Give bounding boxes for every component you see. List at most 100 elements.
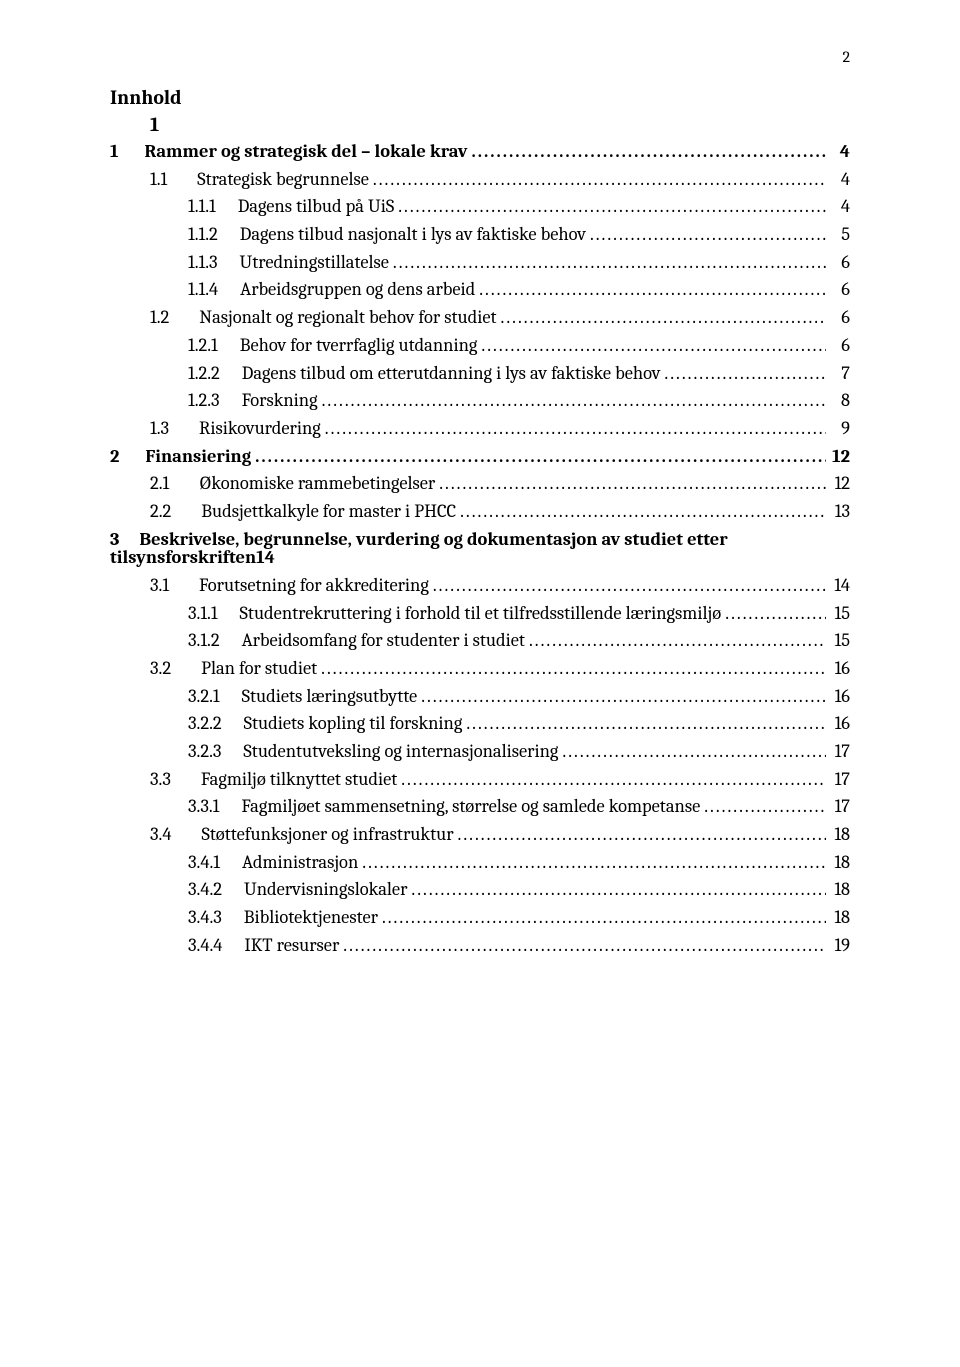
toc-entry-number: 1.1.4 xyxy=(188,280,224,299)
table-of-contents: 1Rammer og strategisk del – lokale krav4… xyxy=(110,142,850,954)
toc-entry-number: 3.2.2 xyxy=(188,714,228,733)
toc-entry-label: IKT resurser xyxy=(228,936,339,955)
toc-entry-page: 17 xyxy=(826,797,850,816)
toc-entry: 1Rammer og strategisk del – lokale krav4 xyxy=(110,142,850,161)
toc-entry-number: 1 xyxy=(110,142,124,161)
toc-leader-dots xyxy=(417,687,826,706)
toc-entry-label: Bibliotektjenester xyxy=(228,908,378,927)
toc-entry-number: 3.3.1 xyxy=(188,797,225,816)
toc-entry-page: 6 xyxy=(826,308,850,327)
toc-entry-page: 12 xyxy=(826,474,850,493)
toc-entry: 1.1.4Arbeidsgruppen og dens arbeid 6 xyxy=(188,280,850,299)
toc-entry-number: 3.2.1 xyxy=(188,687,226,706)
toc-entry-page: 18 xyxy=(826,880,850,899)
toc-entry-page: 7 xyxy=(826,364,850,383)
toc-entry: 1.1.1Dagens tilbud på UiS4 xyxy=(188,197,850,216)
toc-entry: 1.3Risikovurdering9 xyxy=(150,419,850,438)
toc-entry-page: 4 xyxy=(826,170,850,189)
toc-entry-number: 2.2 xyxy=(150,502,177,521)
toc-entry-page: 18 xyxy=(826,853,850,872)
toc-leader-dots xyxy=(358,853,826,872)
toc-entry-page: 18 xyxy=(826,825,850,844)
toc-leader-dots xyxy=(660,364,826,383)
toc-entry-number: 3.4 xyxy=(150,825,177,844)
toc-entry: 3.2Plan for studiet16 xyxy=(150,659,850,678)
toc-entry-label: Studentutveksling og internasjonaliserin… xyxy=(227,742,558,761)
toc-entry-label: Budsjettkalkyle for master i PHCC xyxy=(177,502,456,521)
toc-entry-page: 16 xyxy=(826,687,850,706)
toc-leader-dots xyxy=(321,419,826,438)
toc-entry-number: 2.1 xyxy=(150,474,175,493)
toc-leader-dots xyxy=(389,253,826,272)
toc-entry-number: 3.4.3 xyxy=(188,908,228,927)
toc-leader-dots xyxy=(558,742,826,761)
toc-entry: 3Beskrivelse, begrunnelse, vurdering og … xyxy=(110,530,850,567)
toc-entry-label: Økonomiske rammebetingelser xyxy=(175,474,435,493)
toc-entry: 3.2.3Studentutveksling og internasjonali… xyxy=(188,742,850,761)
toc-entry: 1.2.2Dagens tilbud om etterutdanning i l… xyxy=(188,364,850,383)
toc-entry: 3.3.1Fagmiljøet sammensetning, størrelse… xyxy=(188,797,850,816)
toc-entry-label: Arbeidsgruppen og dens arbeid xyxy=(224,280,475,299)
toc-entry-number: 1.2 xyxy=(150,308,175,327)
toc-entry-number: 3.4.1 xyxy=(188,853,226,872)
toc-entry-page: 14 xyxy=(826,576,850,595)
toc-entry-label: Strategisk begrunnelse xyxy=(173,170,369,189)
toc-entry-label: Behov for tverrfaglig utdanning xyxy=(224,336,478,355)
toc-entry-label: Dagens tilbud om etterutdanning i lys av… xyxy=(226,364,661,383)
toc-entry-page: 9 xyxy=(826,419,850,438)
toc-entry: 1.1.3Utredningstillatelse6 xyxy=(188,253,850,272)
toc-leader-dots xyxy=(454,825,826,844)
toc-leader-dots xyxy=(586,225,826,244)
toc-leader-dots xyxy=(435,474,826,493)
toc-entry: 3.1.1Studentrekruttering i forhold til e… xyxy=(188,604,850,623)
toc-leader-dots xyxy=(378,908,826,927)
toc-entry-number: 3.2.3 xyxy=(188,742,227,761)
toc-entry-page: 14 xyxy=(256,548,275,567)
toc-entry-number: 3.1.1 xyxy=(188,604,224,623)
toc-entry-label: Dagens tilbud på UiS xyxy=(222,197,395,216)
toc-subheading: 1 xyxy=(150,113,850,136)
toc-entry: 2.2Budsjettkalkyle for master i PHCC13 xyxy=(150,502,850,521)
toc-leader-dots xyxy=(394,197,826,216)
toc-leader-dots xyxy=(251,447,826,466)
toc-entry-page: 15 xyxy=(826,604,850,623)
toc-entry: 3.2.2Studiets kopling til forskning 16 xyxy=(188,714,850,733)
toc-entry-page: 17 xyxy=(826,742,850,761)
toc-entry-label: Fagmiljøet sammensetning, størrelse og s… xyxy=(225,797,700,816)
toc-entry-page: 16 xyxy=(826,659,850,678)
toc-leader-dots xyxy=(477,336,826,355)
toc-entry-label: tilsynsforskriften xyxy=(110,548,256,567)
toc-entry-page: 5 xyxy=(826,225,850,244)
document-page: 2 Innhold 1 1Rammer og strategisk del – … xyxy=(0,0,960,1367)
toc-entry-label: Dagens tilbud nasjonalt i lys av faktisk… xyxy=(224,225,586,244)
toc-entry: 3.4.1Administrasjon 18 xyxy=(188,853,850,872)
toc-entry-label: Rammer og strategisk del – lokale krav xyxy=(124,142,467,161)
toc-entry-number: 1.3 xyxy=(150,419,175,438)
toc-entry-label: Nasjonalt og regionalt behov for studiet xyxy=(175,308,496,327)
toc-leader-dots xyxy=(525,631,826,650)
toc-entry-number: 1.1.3 xyxy=(188,253,224,272)
toc-entry-page: 12 xyxy=(826,447,850,466)
toc-leader-dots xyxy=(475,280,826,299)
toc-entry-label: Finansiering xyxy=(125,447,251,466)
toc-entry-page: 15 xyxy=(826,631,850,650)
toc-entry: 1.1Strategisk begrunnelse4 xyxy=(150,170,850,189)
toc-entry-label: Plan for studiet xyxy=(177,659,317,678)
toc-entry: 1.1.2Dagens tilbud nasjonalt i lys av fa… xyxy=(188,225,850,244)
toc-leader-dots xyxy=(397,770,826,789)
toc-entry: 3.4Støttefunksjoner og infrastruktur18 xyxy=(150,825,850,844)
toc-entry-label: Studiets kopling til forskning xyxy=(228,714,463,733)
toc-leader-dots xyxy=(700,797,826,816)
toc-entry-number: 1.2.3 xyxy=(188,391,226,410)
toc-entry-page: 17 xyxy=(826,770,850,789)
toc-leader-dots xyxy=(339,936,826,955)
toc-leader-dots xyxy=(456,502,826,521)
toc-entry-page: 16 xyxy=(826,714,850,733)
toc-leader-dots xyxy=(407,880,826,899)
toc-entry-page: 8 xyxy=(826,391,850,410)
toc-entry: 3.1.2Arbeidsomfang for studenter i studi… xyxy=(188,631,850,650)
toc-entry-label: Administrasjon xyxy=(226,853,358,872)
toc-leader-dots xyxy=(462,714,826,733)
toc-leader-dots xyxy=(721,604,826,623)
toc-entry-page: 6 xyxy=(826,280,850,299)
